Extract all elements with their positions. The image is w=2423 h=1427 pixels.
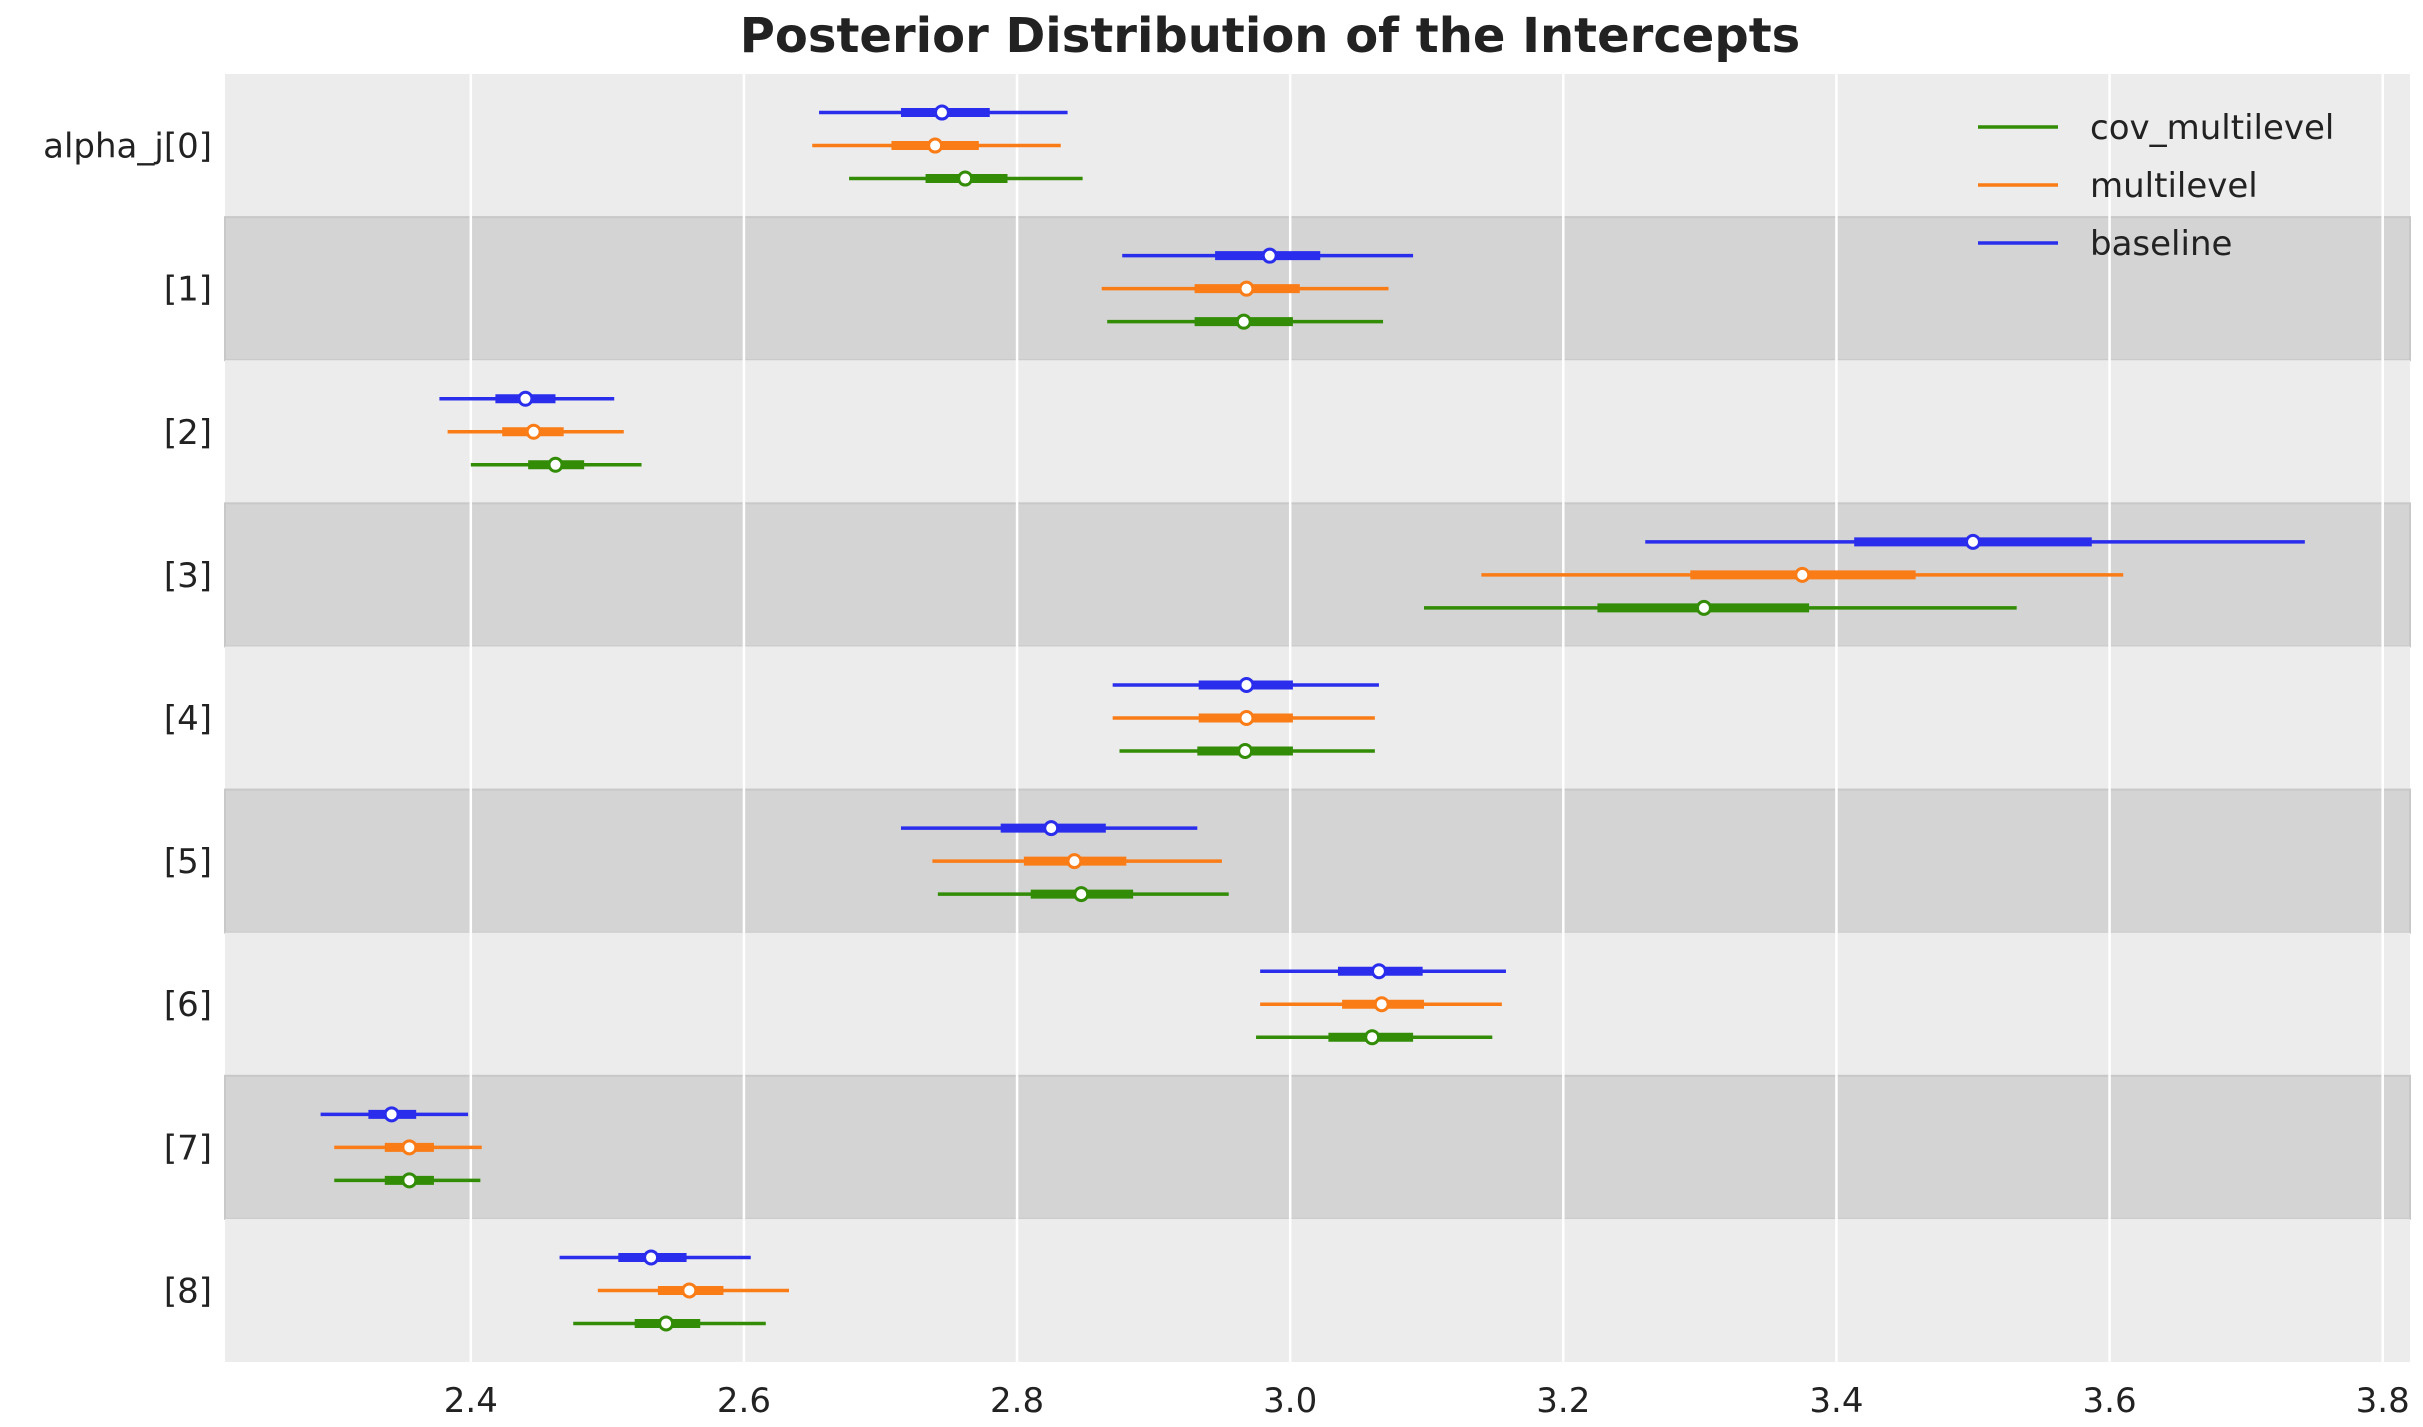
median-point-baseline-5 (1043, 820, 1060, 837)
legend-label-multilevel: multilevel (2090, 166, 2258, 206)
y-tick-label: alpha_j[0] (43, 127, 212, 167)
median-point-multilevel-4 (1238, 710, 1255, 726)
median-point-baseline-1 (1261, 247, 1278, 264)
median-point-multilevel-8 (681, 1282, 698, 1299)
median-point-multilevel-6 (1373, 996, 1390, 1013)
median-point-multilevel-2 (525, 423, 542, 440)
median-point-baseline-2 (517, 390, 534, 407)
median-point-multilevel-7 (401, 1139, 418, 1156)
median-point-cov_multilevel-2 (547, 456, 564, 473)
y-tick-label: [8] (164, 1271, 212, 1311)
axes: 2.4 2.6 2.8 3.0 3.2 3.4 3.6 3.8 alpha_j[0] [1] [2]… (43, 127, 2410, 1421)
chart-title: Posterior Distribution of the Intercepts (740, 8, 1800, 64)
median-point-multilevel-0 (927, 137, 944, 154)
median-point-cov_multilevel-0 (957, 170, 974, 187)
median-point-baseline-6 (1370, 963, 1387, 980)
y-tick-label: [2] (164, 413, 212, 453)
median-point-cov_multilevel-4 (1237, 743, 1254, 759)
grid-lines (469, 74, 2384, 1362)
legend-label-baseline: baseline (2090, 224, 2232, 264)
row-band-7 (224, 1074, 2411, 1220)
median-point-baseline-4 (1238, 677, 1255, 693)
median-point-multilevel-5 (1066, 853, 1083, 870)
median-point-cov_multilevel-7 (401, 1172, 418, 1189)
median-point-cov_multilevel-8 (658, 1315, 675, 1332)
y-tick-label: [4] (164, 699, 212, 739)
median-point-multilevel-1 (1238, 280, 1255, 297)
row-band-5 (224, 788, 2411, 934)
row-band-8 (225, 1218, 2410, 1362)
y-tick-label: [6] (164, 985, 212, 1025)
row-band-0 (225, 74, 2410, 218)
x-tick-label: 3.0 (1263, 1381, 1317, 1421)
median-point-cov_multilevel-6 (1364, 1029, 1381, 1046)
legend-label-cov_multilevel: cov_multilevel (2090, 108, 2334, 148)
x-tick-label: 3.2 (1536, 1381, 1590, 1421)
x-tick-label: 2.6 (717, 1381, 771, 1421)
row-bands (224, 74, 2411, 1362)
median-point-baseline-8 (643, 1249, 660, 1266)
x-tick-label: 3.8 (2356, 1381, 2410, 1421)
x-tick-label: 3.4 (1809, 1381, 1863, 1421)
chart-marks (320, 104, 2305, 1332)
legend: cov_multilevel multilevel baseline (1978, 108, 2334, 264)
y-tick-label: [3] (164, 556, 212, 596)
x-tick-label: 3.6 (2083, 1381, 2137, 1421)
median-point-baseline-3 (1965, 533, 1981, 550)
median-point-multilevel-3 (1794, 566, 1811, 583)
x-tick-label: 2.4 (444, 1381, 498, 1421)
y-tick-label: [1] (164, 270, 212, 310)
median-point-cov_multilevel-5 (1073, 886, 1090, 903)
median-point-baseline-0 (933, 104, 950, 121)
y-tick-label: [7] (164, 1128, 212, 1168)
x-tick-label: 2.8 (990, 1381, 1044, 1421)
median-point-cov_multilevel-1 (1235, 313, 1252, 330)
median-point-baseline-7 (383, 1106, 400, 1123)
y-tick-label: [5] (164, 842, 212, 882)
median-point-cov_multilevel-3 (1695, 599, 1712, 616)
